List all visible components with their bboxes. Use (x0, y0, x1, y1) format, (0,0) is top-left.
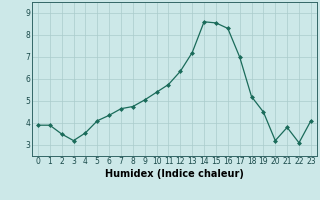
X-axis label: Humidex (Indice chaleur): Humidex (Indice chaleur) (105, 169, 244, 179)
